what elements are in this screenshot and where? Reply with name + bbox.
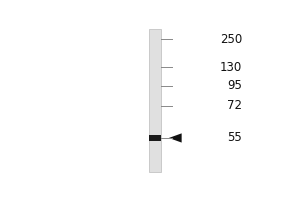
Text: 95: 95	[227, 79, 242, 92]
Polygon shape	[169, 133, 182, 143]
Text: 250: 250	[220, 33, 242, 46]
Bar	[148, 29, 161, 172]
Bar	[149, 135, 161, 141]
Text: 72: 72	[227, 99, 242, 112]
Text: 130: 130	[220, 61, 242, 74]
Text: 55: 55	[227, 131, 242, 144]
